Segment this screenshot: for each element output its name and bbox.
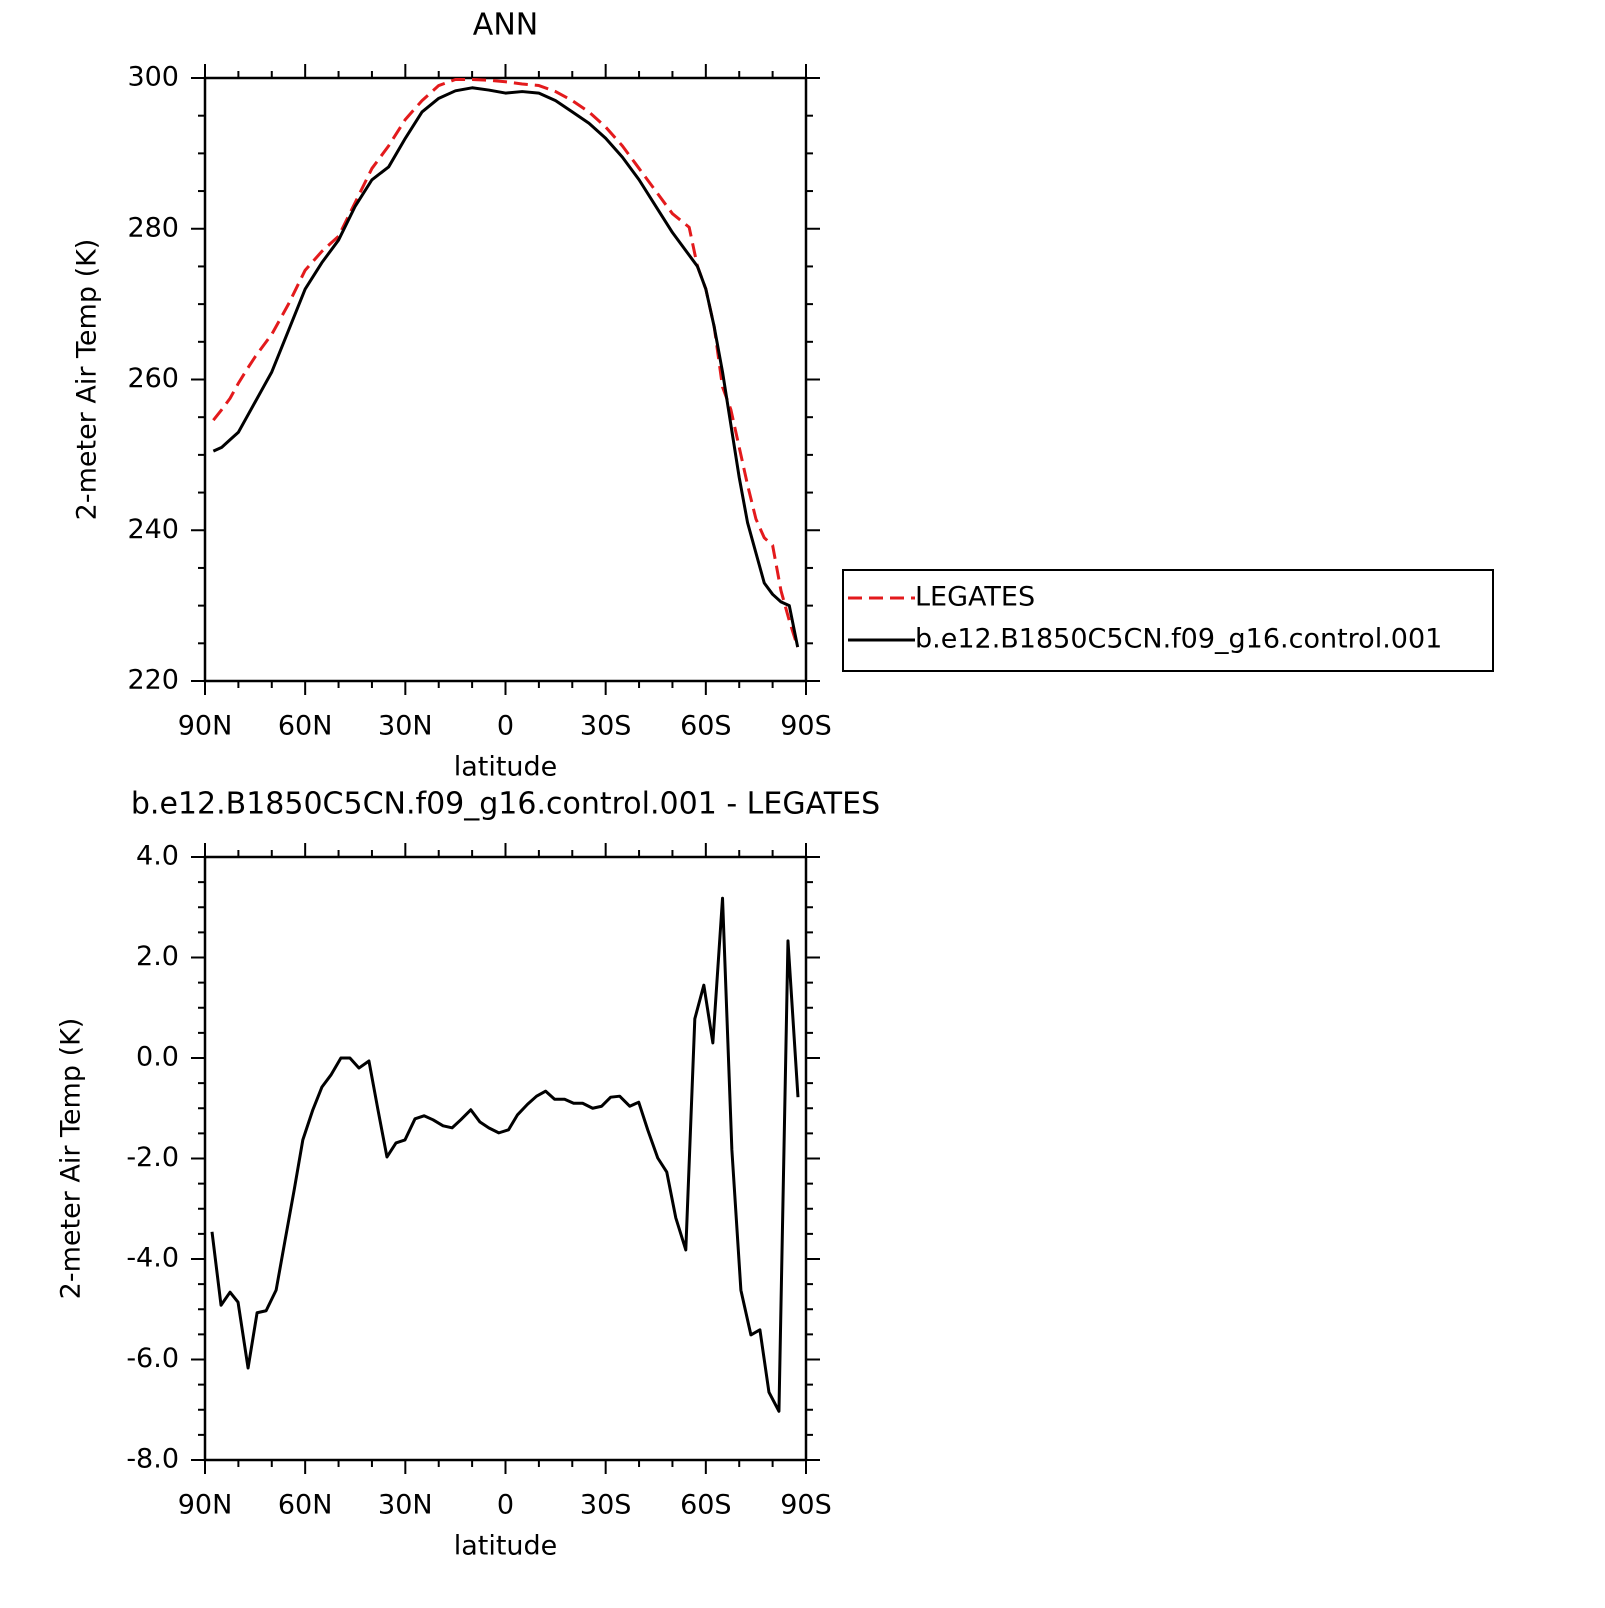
legend-box	[842, 569, 1494, 672]
y-tick-label: -4.0	[126, 1243, 179, 1274]
x-tick-label: 30N	[378, 1490, 433, 1521]
chart-title: ANN	[473, 8, 538, 43]
plot-frame	[203, 855, 808, 1462]
x-tick-label: 90N	[178, 711, 233, 742]
y-tick-label: 260	[127, 363, 179, 394]
x-tick-label: 30S	[580, 711, 632, 742]
x-tick-label: 30N	[378, 711, 433, 742]
data-line	[210, 896, 800, 1413]
x-tick-label: 60N	[278, 1490, 333, 1521]
x-tick-label: 60S	[680, 711, 732, 742]
x-tick-label: 60N	[278, 711, 333, 742]
data-line	[212, 78, 800, 648]
x-tick-label: 90S	[780, 711, 832, 742]
y-axis-label: 2-meter Air Temp (K)	[72, 239, 103, 521]
y-tick-label: -6.0	[126, 1343, 179, 1374]
x-axis-label: latitude	[454, 1531, 558, 1562]
x-tick-label: 0	[497, 711, 514, 742]
x-tick-label: 60S	[680, 1490, 732, 1521]
y-tick-label: 220	[127, 665, 179, 696]
x-tick-label: 30S	[580, 1490, 632, 1521]
y-tick-label: 4.0	[136, 841, 179, 872]
data-line	[212, 86, 800, 648]
y-tick-label: 300	[127, 62, 179, 93]
x-tick-label: 90S	[780, 1490, 832, 1521]
chart-title: b.e12.B1850C5CN.f09_g16.control.001 - LE…	[131, 787, 880, 822]
y-tick-label: 2.0	[136, 941, 179, 972]
y-tick-label: -8.0	[126, 1444, 179, 1475]
y-tick-label: -2.0	[126, 1142, 179, 1173]
x-tick-label: 90N	[178, 1490, 233, 1521]
y-tick-label: 240	[127, 514, 179, 545]
plot-frame	[203, 76, 808, 683]
legend-label: b.e12.B1850C5CN.f09_g16.control.001	[915, 624, 1442, 655]
y-tick-label: 0.0	[136, 1042, 179, 1073]
y-axis-label: 2-meter Air Temp (K)	[56, 1018, 87, 1300]
y-tick-label: 280	[127, 212, 179, 243]
x-axis-label: latitude	[454, 752, 558, 783]
x-tick-label: 0	[497, 1490, 514, 1521]
legend-label: LEGATES	[915, 582, 1035, 613]
